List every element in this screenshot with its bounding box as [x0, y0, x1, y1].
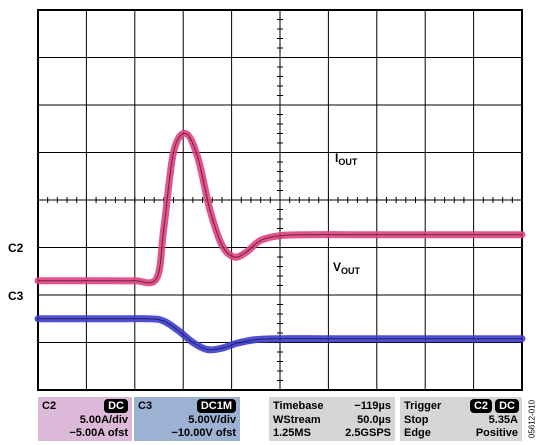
acquisition-mode: WStream [273, 414, 321, 426]
trigger-panel[interactable]: Trigger C2 DC Stop 5.35A Edge Positive [400, 397, 522, 441]
c3-channel-panel[interactable]: C3 DC1M 5.00V/div −10.00V ofst [134, 397, 240, 441]
vout-label: VOUT [333, 260, 361, 276]
trigger-type: Edge [404, 427, 431, 439]
c2-coupling-badge: DC [104, 399, 128, 413]
trigger-label: Trigger [404, 400, 442, 412]
iout-label: IOUT [335, 151, 358, 167]
timebase-delay: −119µs [354, 400, 391, 412]
sample-rate: 2.5GSPS [345, 427, 391, 439]
time-per-div: 50.0µs [357, 414, 391, 426]
iout-trace-core [38, 132, 522, 284]
figure-code-text: 05612-010 [527, 399, 537, 439]
vout-trace-core [38, 318, 522, 351]
trigger-level: 5.35A [488, 414, 518, 426]
c3-marker: C3 [8, 289, 24, 303]
trigger-state: Stop [404, 414, 429, 426]
timebase-panel[interactable]: Timebase −119µs WStream 50.0µs 1.25MS 2.… [269, 397, 395, 441]
trigger-slope: Positive [475, 427, 518, 439]
trigger-channel-badge: C2 [469, 399, 492, 413]
c3-panel-label: C3 [138, 400, 153, 412]
c3-scale: 5.00V/div [188, 414, 236, 426]
timebase-label: Timebase [273, 400, 324, 412]
c2-scale: 5.00A/div [79, 414, 128, 426]
sample-count: 1.25MS [273, 427, 311, 439]
traces [34, 129, 526, 354]
c2-panel-label: C2 [42, 400, 57, 412]
c3-coupling-badge: DC1M [196, 399, 236, 413]
figure-code: 05612-010 [526, 396, 538, 442]
trigger-coupling-badge: DC [495, 399, 519, 413]
c2-channel-panel[interactable]: C2 DC 5.00A/div −5.00A ofst [38, 397, 132, 441]
c3-offset: −10.00V ofst [171, 427, 236, 439]
graticule [37, 9, 523, 391]
c2-offset: −5.00A ofst [69, 427, 128, 439]
c2-marker: C2 [8, 241, 24, 255]
